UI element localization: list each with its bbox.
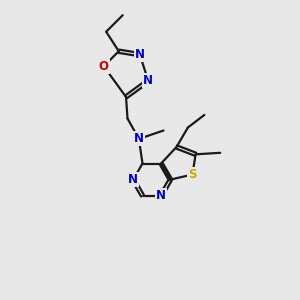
Text: N: N xyxy=(143,74,153,87)
Text: N: N xyxy=(128,173,138,186)
Text: O: O xyxy=(99,60,109,73)
Text: N: N xyxy=(134,132,144,146)
Text: S: S xyxy=(188,168,197,181)
Text: N: N xyxy=(156,189,166,202)
Text: N: N xyxy=(135,48,145,61)
